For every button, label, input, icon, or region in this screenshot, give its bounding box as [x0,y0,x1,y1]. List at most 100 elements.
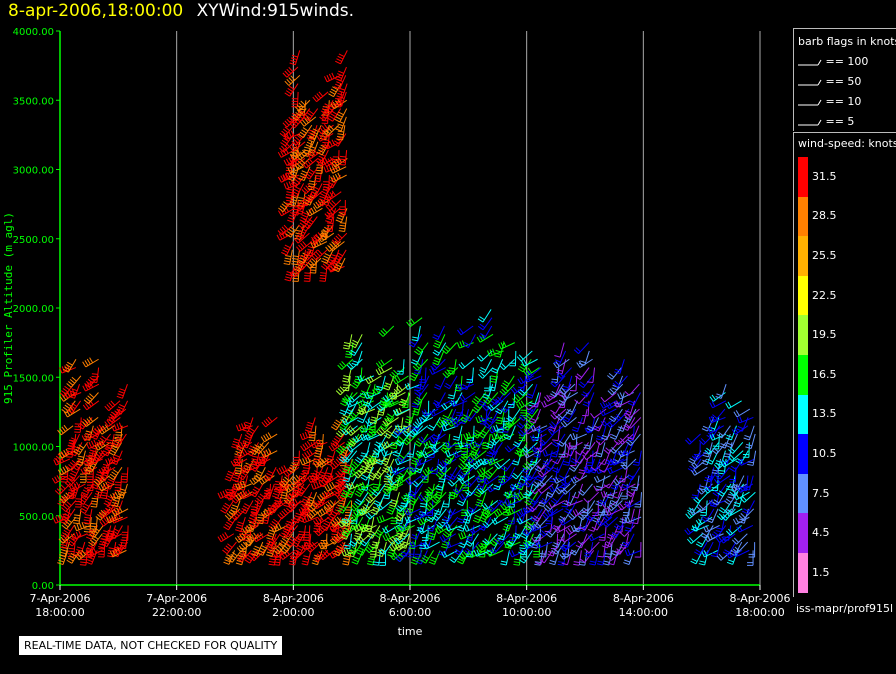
wind-barb [383,375,395,391]
wind-barb [342,367,352,383]
wind-barb [69,442,83,457]
wind-barb [477,483,494,495]
wind-barb [432,508,447,521]
wind-barb [463,431,480,441]
wind-barb [351,350,363,366]
wind-barb [370,500,383,515]
wind-barb [78,491,93,505]
wind-barb [334,66,347,82]
wind-barb [249,442,264,456]
wind-barb [111,506,129,517]
wind-barb [283,130,301,140]
wind-barb [82,399,100,411]
speed-color-swatch [798,355,808,395]
speed-scale-label: 22.5 [812,288,837,302]
wind-barb [302,157,319,169]
wind-barb [505,417,522,428]
wind-barb [227,550,242,563]
wind-barb [373,491,387,507]
wind-barb [366,425,382,438]
wind-barb [59,491,76,504]
wind-barb [533,516,549,529]
wind-barb [450,399,468,408]
wind-barb [575,533,588,549]
wind-barb [412,358,429,371]
wind-barb [494,533,511,545]
wind-barb [63,407,81,418]
wind-barb [439,533,457,543]
wind-barb [472,425,487,439]
wind-barb [375,358,393,369]
wind-barb [581,383,595,398]
wind-barb [382,417,399,427]
wind-barb [426,516,439,532]
wind-barb [330,433,345,447]
wind-barb [517,383,534,396]
wind-barb [231,433,243,449]
wind-barb [341,425,358,436]
wind-barb [67,533,82,547]
wind-barb [447,384,458,400]
wind-barb [525,367,542,378]
wind-barb [474,483,488,498]
wind-barb [296,241,313,252]
wind-barb [83,425,94,441]
wind-barb [323,500,340,511]
wind-barb [483,392,499,405]
wind-barb [293,541,307,556]
wind-barb [399,533,411,549]
wind-barb [392,375,409,385]
wind-barb [486,548,504,557]
wind-barb [459,392,476,402]
wind-barb [533,442,543,458]
wind-barb [335,442,351,455]
wind-barb [565,400,578,415]
wind-barb [473,549,491,557]
wind-barb [461,500,468,517]
y-tick-label: 4000.00 [13,27,54,38]
wind-barb [313,515,330,526]
wind-barb [258,450,272,465]
wind-barb [287,498,304,509]
y-tick-label: 1500.00 [13,373,54,384]
wind-barb [482,400,499,412]
wind-barb [433,400,451,409]
wind-barb [104,400,121,412]
wind-barb [462,508,474,524]
wind-barb [530,433,547,442]
x-tick-label: 8-Apr-2006 [729,592,790,605]
wind-barb [595,475,606,491]
wind-barb [266,533,281,547]
x-tick-label: 22:00:00 [152,606,201,619]
speed-color-swatch [798,157,808,197]
wind-barb [506,533,520,547]
header-timestamp: 8-apr-2006,18:00:00 [8,1,184,21]
wind-barb [282,66,299,78]
wind-barb [104,475,117,490]
wind-barb [402,425,418,437]
wind-barb [447,475,464,487]
wind-barb [348,541,363,556]
wind-barb [381,458,395,473]
wind-barb [284,266,295,282]
wind-barb [349,500,366,512]
wind-barb [405,475,422,486]
wind-barb [494,458,511,470]
wind-barb [482,475,500,485]
wind-barb [316,131,334,142]
wind-barb [322,489,340,500]
wind-barb [321,249,334,264]
wind-barb [230,508,246,521]
wind-barb [251,500,264,515]
wind-barb [306,206,323,217]
wind-barb [364,517,375,533]
wind-barb [495,392,511,404]
wind-barb [354,367,363,383]
wind-barb [521,358,538,367]
wind-barb [376,514,394,524]
wind-barb [371,483,386,497]
wind-barb [279,124,295,138]
wind-barb [389,367,405,379]
wind-barb [74,417,82,433]
wind-barb [517,358,532,373]
